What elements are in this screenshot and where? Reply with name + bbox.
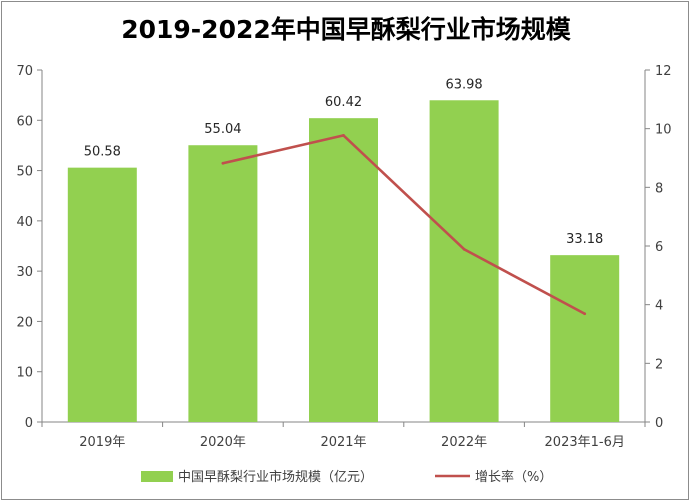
left-tick-label: 0 bbox=[25, 416, 33, 431]
x-tick-label: 2023年1-6月 bbox=[545, 435, 625, 450]
bar bbox=[188, 145, 258, 423]
bar-value-label: 63.98 bbox=[445, 77, 482, 92]
bar bbox=[67, 167, 137, 422]
legend-bar-label: 中国早酥梨行业市场规模（亿元） bbox=[178, 469, 373, 485]
bar bbox=[309, 118, 378, 423]
line-series bbox=[221, 134, 587, 316]
axes: 0 10 20 30 40 50 60 70 0 2 4 6 8 10 12 2019年 2020年 2021年 2… bbox=[16, 64, 671, 450]
x-tick-label: 2019年 bbox=[79, 435, 125, 450]
left-tick-label: 10 bbox=[16, 366, 33, 381]
bar-value-label: 50.58 bbox=[84, 145, 121, 160]
right-tick-label: 4 bbox=[655, 299, 663, 314]
growth-rate-point bbox=[462, 247, 466, 251]
left-tick-label: 20 bbox=[16, 315, 33, 330]
left-tick-label: 50 bbox=[16, 165, 33, 180]
bar-value-label: 55.04 bbox=[204, 122, 241, 137]
right-tick-label: 12 bbox=[655, 64, 672, 79]
chart-title: 2019-2022年中国早酥梨行业市场规模 bbox=[121, 15, 571, 44]
x-tick-label: 2020年 bbox=[200, 435, 246, 450]
legend: 中国早酥梨行业市场规模（亿元） 增长率（%） bbox=[141, 469, 552, 485]
bar-value-label: 33.18 bbox=[566, 232, 603, 247]
growth-rate-point bbox=[221, 161, 225, 165]
left-tick-label: 40 bbox=[16, 215, 33, 230]
bar bbox=[550, 255, 620, 422]
x-tick-label: 2022年 bbox=[441, 435, 487, 450]
bar-series bbox=[67, 100, 620, 423]
data-labels: 50.58 55.04 60.42 63.98 33.18 bbox=[84, 77, 604, 247]
left-tick-label: 70 bbox=[16, 64, 33, 79]
growth-rate-point bbox=[583, 312, 587, 316]
bar-value-label: 60.42 bbox=[325, 95, 362, 110]
right-tick-label: 2 bbox=[655, 357, 663, 372]
right-tick-label: 10 bbox=[655, 123, 672, 138]
growth-rate-line bbox=[222, 134, 586, 315]
x-tick-label: 2021年 bbox=[320, 435, 366, 450]
legend-bar-swatch bbox=[141, 471, 173, 482]
growth-rate-point bbox=[342, 134, 345, 137]
left-tick-label: 30 bbox=[16, 265, 33, 280]
left-tick-label: 60 bbox=[16, 114, 33, 129]
right-tick-label: 6 bbox=[655, 240, 663, 255]
legend-line-label: 增长率（%） bbox=[475, 469, 552, 485]
right-tick-label: 0 bbox=[655, 416, 663, 431]
right-tick-label: 8 bbox=[655, 181, 663, 196]
